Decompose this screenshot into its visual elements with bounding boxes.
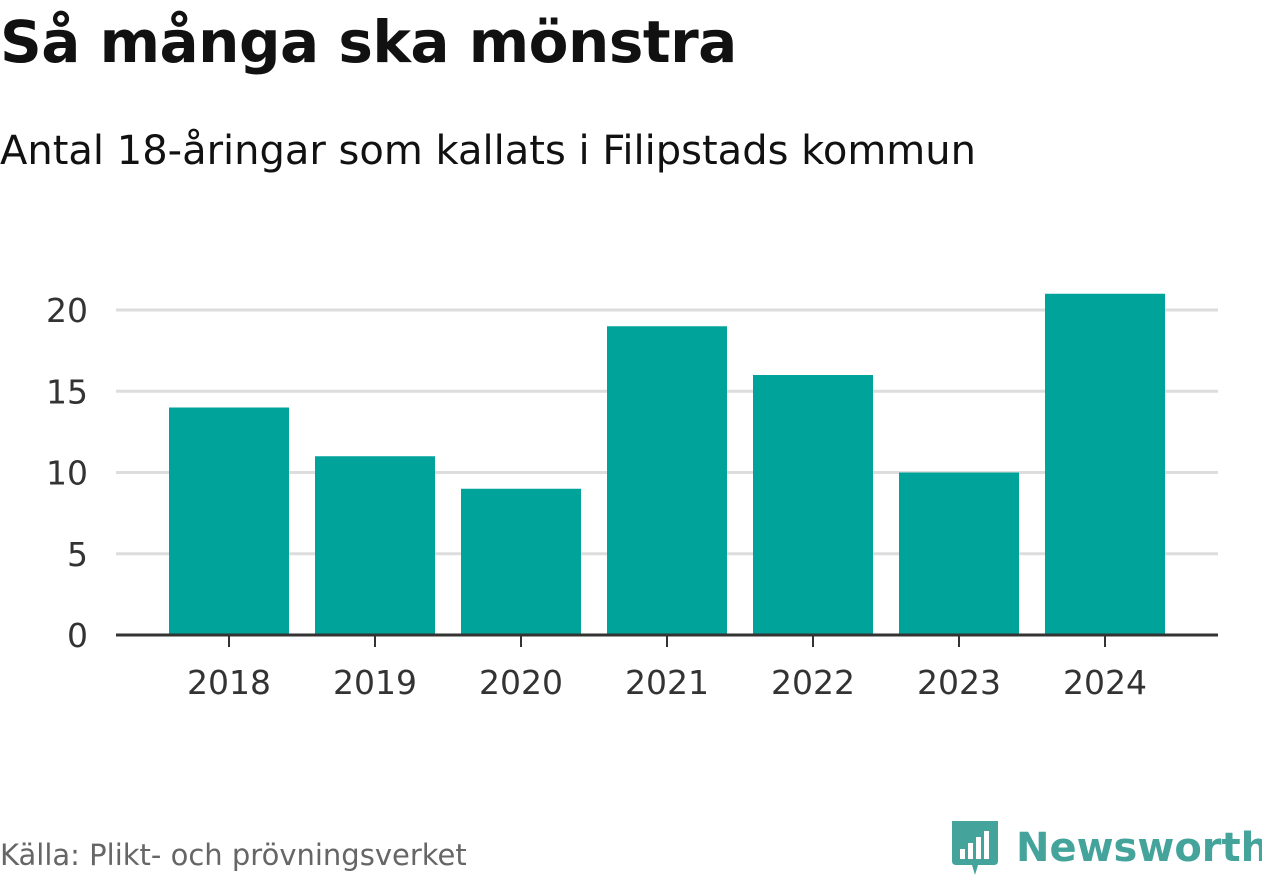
bar-2018 bbox=[169, 407, 289, 635]
x-tick-label-2021: 2021 bbox=[625, 663, 709, 702]
bar-2022 bbox=[753, 375, 873, 635]
y-tick-label-10: 10 bbox=[46, 454, 88, 493]
y-tick-label-20: 20 bbox=[46, 291, 88, 330]
brand-logo: Newsworthy bbox=[950, 818, 1262, 878]
x-tick-label-2023: 2023 bbox=[917, 663, 1001, 702]
bar-2024 bbox=[1045, 293, 1165, 635]
source-note: Källa: Plikt- och prövningsverket bbox=[0, 838, 467, 872]
chart-title: Så många ska mönstra bbox=[0, 8, 737, 76]
bar-2023 bbox=[899, 472, 1019, 635]
x-tick-label-2020: 2020 bbox=[479, 663, 563, 702]
y-tick-label-5: 5 bbox=[67, 535, 88, 574]
bar-2020 bbox=[461, 488, 581, 635]
brand-name: Newsworthy bbox=[1016, 825, 1262, 871]
x-tick-label-2024: 2024 bbox=[1063, 663, 1147, 702]
y-tick-label-0: 0 bbox=[67, 616, 88, 655]
bar-2021 bbox=[607, 326, 727, 635]
x-tick-label-2018: 2018 bbox=[187, 663, 271, 702]
chart-subtitle: Antal 18-åringar som kallats i Filipstad… bbox=[0, 128, 976, 174]
bar-2019 bbox=[315, 456, 435, 635]
x-tick-label-2019: 2019 bbox=[333, 663, 417, 702]
y-tick-label-15: 15 bbox=[46, 372, 88, 411]
newsworthy-bar-chart-icon bbox=[952, 821, 998, 875]
x-tick-label-2022: 2022 bbox=[771, 663, 855, 702]
